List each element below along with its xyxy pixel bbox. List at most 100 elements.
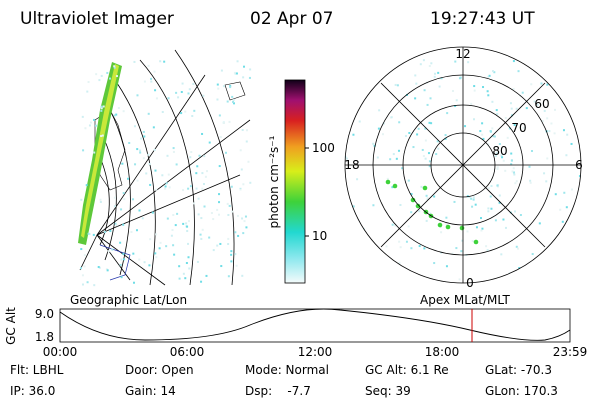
image-pixel bbox=[512, 60, 515, 63]
image-pixel bbox=[227, 243, 230, 246]
image-pixel bbox=[176, 212, 179, 215]
image-pixel bbox=[98, 79, 101, 82]
image-pixel bbox=[458, 77, 461, 80]
image-pixel bbox=[423, 89, 426, 92]
image-pixel bbox=[500, 253, 503, 256]
image-pixel bbox=[548, 130, 551, 133]
image-pixel bbox=[235, 72, 238, 75]
image-pixel bbox=[228, 120, 231, 123]
image-pixel bbox=[422, 155, 425, 158]
image-pixel bbox=[508, 127, 511, 130]
instrument: Ultraviolet Imager bbox=[20, 9, 174, 29]
time-tick-label: 06:00 bbox=[170, 345, 205, 359]
image-pixel bbox=[437, 222, 443, 228]
image-pixel bbox=[234, 253, 237, 256]
image-pixel bbox=[226, 100, 229, 103]
image-pixel bbox=[143, 135, 146, 138]
image-pixel bbox=[445, 223, 448, 226]
image-pixel bbox=[458, 278, 461, 281]
info-field: Gain: 14 bbox=[125, 384, 176, 398]
image-pixel bbox=[429, 212, 432, 215]
time: 19:27:43 UT bbox=[430, 9, 535, 29]
image-pixel bbox=[94, 124, 97, 127]
image-pixel bbox=[148, 264, 151, 267]
image-pixel bbox=[543, 172, 546, 175]
image-pixel bbox=[399, 203, 402, 206]
image-pixel bbox=[229, 84, 232, 87]
image-pixel bbox=[147, 112, 150, 115]
image-pixel bbox=[99, 198, 102, 201]
image-pixel bbox=[444, 134, 447, 137]
colorbar-tick-label: 100 bbox=[312, 141, 335, 155]
image-pixel bbox=[232, 98, 235, 101]
image-pixel bbox=[533, 100, 536, 103]
image-pixel bbox=[438, 85, 441, 88]
image-pixel bbox=[120, 208, 123, 211]
image-pixel bbox=[414, 74, 417, 77]
image-pixel bbox=[108, 77, 111, 80]
image-pixel bbox=[248, 76, 251, 79]
image-pixel bbox=[525, 107, 528, 110]
image-pixel bbox=[239, 188, 242, 191]
image-pixel bbox=[127, 177, 130, 180]
image-pixel bbox=[392, 183, 398, 189]
image-pixel bbox=[386, 177, 389, 180]
image-pixel bbox=[88, 233, 91, 236]
image-pixel bbox=[464, 125, 467, 128]
image-pixel bbox=[231, 95, 234, 98]
image-pixel bbox=[196, 260, 199, 263]
image-pixel bbox=[385, 179, 391, 185]
image-pixel bbox=[140, 137, 143, 140]
mlat-label: 70 bbox=[511, 121, 526, 135]
image-pixel bbox=[514, 182, 517, 185]
image-pixel bbox=[416, 133, 419, 136]
image-pixel bbox=[123, 198, 126, 201]
altitude-frame bbox=[59, 308, 571, 343]
image-pixel bbox=[445, 216, 448, 219]
image-pixel bbox=[424, 157, 427, 160]
image-pixel bbox=[561, 220, 564, 223]
image-pixel bbox=[392, 153, 395, 156]
image-pixel bbox=[217, 87, 220, 90]
image-pixel bbox=[120, 258, 123, 261]
image-pixel bbox=[515, 180, 518, 183]
image-pixel bbox=[495, 152, 498, 155]
image-pixel bbox=[175, 163, 178, 166]
image-pixel bbox=[473, 89, 476, 92]
info-field: GC Alt: 6.1 Re bbox=[365, 363, 449, 377]
image-pixel bbox=[538, 222, 541, 225]
image-pixel bbox=[472, 196, 475, 199]
image-pixel bbox=[235, 264, 238, 267]
image-pixel bbox=[115, 75, 118, 78]
image-pixel bbox=[515, 107, 518, 110]
image-pixel bbox=[426, 197, 429, 200]
image-pixel bbox=[228, 204, 231, 207]
image-pixel bbox=[498, 143, 501, 146]
image-pixel bbox=[249, 181, 252, 184]
image-pixel bbox=[166, 154, 169, 157]
image-pixel bbox=[147, 153, 150, 156]
image-pixel bbox=[208, 141, 211, 144]
image-pixel bbox=[440, 77, 443, 80]
image-pixel bbox=[231, 210, 234, 213]
image-pixel bbox=[205, 274, 208, 277]
altitude-axis-label: GC Alt bbox=[4, 307, 18, 345]
image-pixel bbox=[139, 149, 142, 152]
image-pixel bbox=[510, 163, 513, 166]
image-pixel bbox=[218, 201, 221, 204]
image-pixel bbox=[188, 88, 191, 91]
image-pixel bbox=[446, 112, 449, 115]
image-pixel bbox=[455, 99, 458, 102]
image-pixel bbox=[241, 217, 244, 220]
image-pixel bbox=[93, 151, 96, 154]
image-pixel bbox=[536, 103, 539, 106]
image-pixel bbox=[201, 228, 204, 231]
image-pixel bbox=[193, 202, 196, 205]
image-pixel bbox=[489, 130, 492, 133]
image-pixel bbox=[426, 103, 429, 106]
image-pixel bbox=[490, 207, 493, 210]
image-pixel bbox=[106, 71, 109, 74]
image-pixel bbox=[210, 212, 213, 215]
image-pixel bbox=[177, 96, 180, 99]
image-pixel bbox=[184, 110, 187, 113]
